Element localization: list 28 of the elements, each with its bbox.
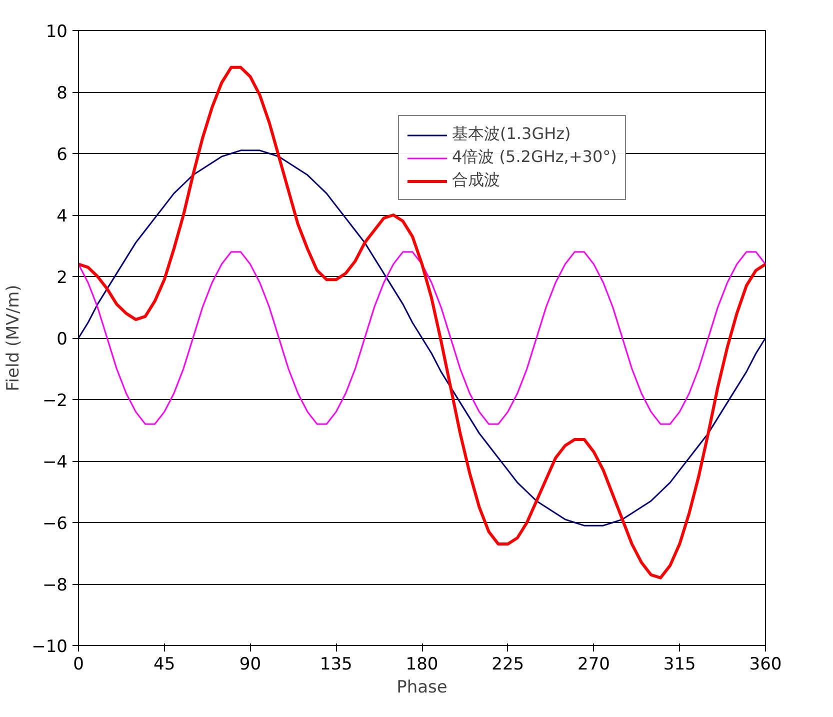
y-tick-label: 6 <box>56 145 68 165</box>
x-tick-label: 90 <box>239 654 262 674</box>
line-series <box>78 251 766 425</box>
y-tick-label: 4 <box>56 206 68 226</box>
y-tick-label: 10 <box>46 22 68 42</box>
legend-label: 4倍波 (5.2GHz,+30°) <box>452 147 617 168</box>
line-series <box>78 150 766 526</box>
x-axis-title: Phase <box>396 678 448 698</box>
y-tick-label: −2 <box>42 391 68 411</box>
y-tick-label: −6 <box>42 514 68 534</box>
y-tick-label: 8 <box>56 84 68 104</box>
x-tick-label: 360 <box>749 654 782 674</box>
y-axis-title: Field (MV/m) <box>4 284 24 392</box>
line-series <box>78 66 766 580</box>
y-tick-label: 2 <box>56 268 68 288</box>
x-tick-label: 0 <box>73 654 84 674</box>
x-tick-label: 270 <box>578 654 610 674</box>
x-tick-label: 315 <box>663 654 696 674</box>
y-tick-label: −10 <box>32 637 68 657</box>
y-tick-label: −4 <box>42 452 68 472</box>
y-tick-label: 0 <box>56 330 68 350</box>
legend-label: 基本波(1.3GHz) <box>452 124 571 145</box>
y-tick-label: −8 <box>42 576 68 596</box>
legend-label: 合成波 <box>452 170 500 191</box>
x-tick-label: 225 <box>492 654 524 674</box>
x-tick-label: 45 <box>154 654 176 674</box>
x-tick-label: 135 <box>320 654 352 674</box>
x-tick-label: 180 <box>406 654 438 674</box>
